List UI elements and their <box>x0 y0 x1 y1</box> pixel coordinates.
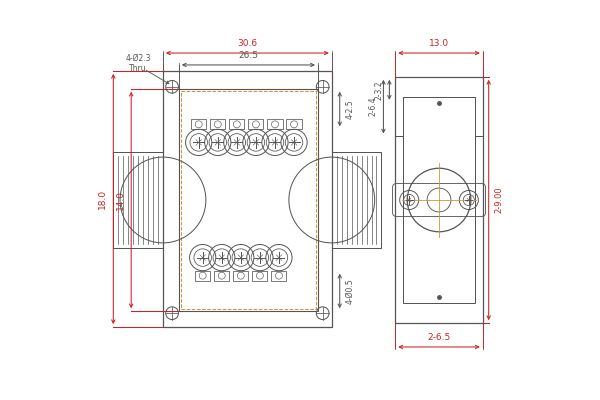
Bar <box>210 119 226 129</box>
Text: 26.5: 26.5 <box>238 51 259 60</box>
Bar <box>191 119 206 129</box>
Bar <box>286 119 302 129</box>
Bar <box>271 271 286 281</box>
Text: 2-6.4: 2-6.4 <box>368 97 377 116</box>
Text: 4-2.5: 4-2.5 <box>346 99 355 119</box>
Bar <box>214 271 229 281</box>
Text: 18.0: 18.0 <box>98 189 107 209</box>
Bar <box>248 119 263 129</box>
Text: 2-6.5: 2-6.5 <box>427 333 451 342</box>
Text: 2-3.2: 2-3.2 <box>374 80 383 100</box>
Bar <box>233 271 248 281</box>
Text: 4-Ø2.3: 4-Ø2.3 <box>125 54 151 63</box>
Bar <box>229 119 244 129</box>
Bar <box>268 119 283 129</box>
Text: 30.6: 30.6 <box>238 39 257 48</box>
Bar <box>195 271 210 281</box>
Bar <box>253 271 268 281</box>
Text: 14.0: 14.0 <box>116 190 125 210</box>
Bar <box>113 152 163 248</box>
Bar <box>179 89 318 311</box>
Bar <box>403 97 475 303</box>
Text: 2-9.00: 2-9.00 <box>494 187 503 213</box>
Bar <box>395 77 483 323</box>
Text: Thru: Thru <box>129 64 147 73</box>
Bar <box>332 152 382 248</box>
Bar <box>163 71 332 327</box>
Text: 13.0: 13.0 <box>429 39 449 48</box>
Text: 4-Ø0.5: 4-Ø0.5 <box>346 278 355 304</box>
Bar <box>181 91 316 309</box>
